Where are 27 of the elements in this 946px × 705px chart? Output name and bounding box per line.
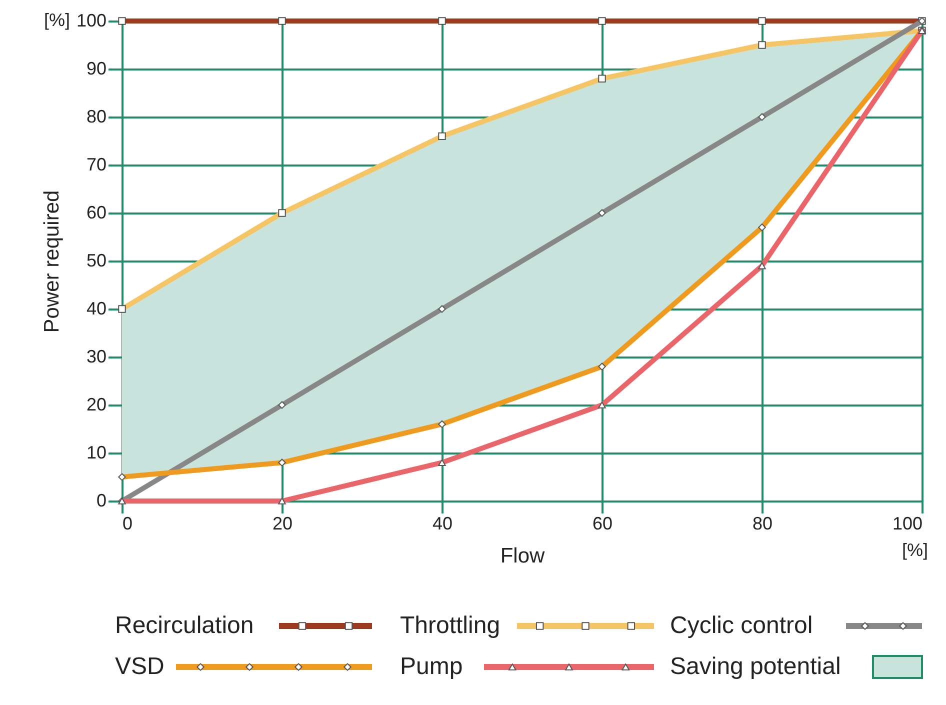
legend-label: VSD — [115, 653, 164, 680]
x-tick-label: 40 — [432, 514, 453, 534]
y-tick-label: 20 — [86, 394, 106, 414]
y-tick-label: 40 — [86, 298, 106, 318]
legend-label: Throttling — [400, 612, 500, 639]
y-axis-title: Power required — [40, 190, 64, 333]
text: [%] — [902, 540, 928, 560]
legend-label: Pump — [400, 653, 463, 680]
legend-label: Saving potential — [670, 653, 841, 680]
legend-label: Recirculation — [115, 612, 254, 639]
x-tick-label: 100 — [892, 514, 922, 534]
y-tick-label: 80 — [86, 106, 106, 126]
y-tick-label: 70 — [86, 154, 106, 174]
x-tick-label: 80 — [752, 514, 773, 534]
x-tick-label: 60 — [592, 514, 613, 534]
y-tick-label: 100 — [76, 10, 106, 30]
y-tick-label: 0 — [96, 490, 106, 510]
y-tick-label: 60 — [86, 202, 106, 222]
x-tick-label: 0 — [122, 514, 133, 534]
legend-label: Cyclic control — [670, 612, 813, 639]
x-axis-title: Flow — [500, 544, 546, 568]
x-tick-label: 20 — [272, 514, 293, 534]
y-tick-label: 90 — [86, 58, 106, 78]
y-tick-label: 30 — [86, 346, 106, 366]
y-tick-label: 10 — [86, 442, 106, 462]
y-tick-label: 50 — [86, 250, 106, 270]
text: [%] — [44, 10, 70, 30]
